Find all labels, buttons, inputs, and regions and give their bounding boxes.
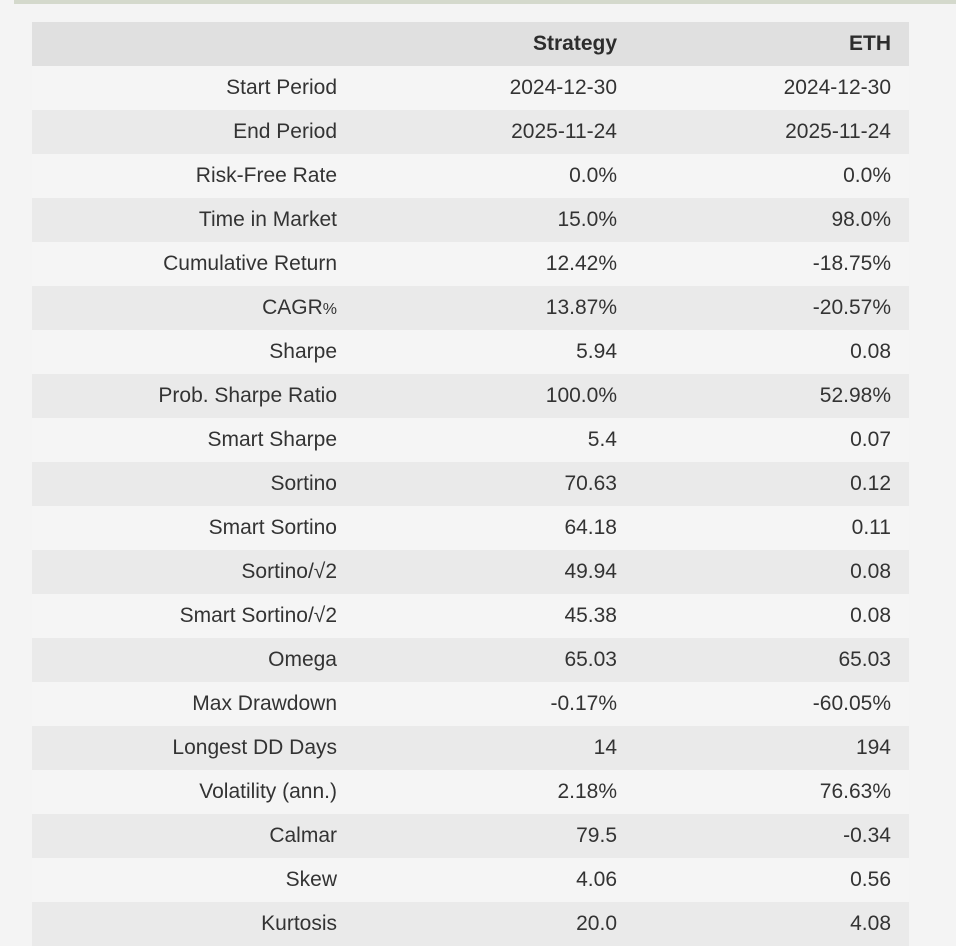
eth-value: 76.63% xyxy=(819,780,891,803)
strategy-value: 12.42% xyxy=(545,252,617,275)
metric-label: Smart Sortino/√2 xyxy=(179,604,337,627)
strategy-value: 2025-11-24 xyxy=(511,120,617,143)
table-row: Smart Sortino 64.18 0.11 xyxy=(32,506,909,550)
top-edge-strip xyxy=(14,0,956,4)
eth-column-header: ETH xyxy=(849,32,891,55)
metric-label: Risk-Free Rate xyxy=(195,164,337,187)
metric-label: Calmar xyxy=(269,824,337,847)
table-row: Smart Sortino/√2 45.38 0.08 xyxy=(32,594,909,638)
eth-value: -60.05% xyxy=(812,692,891,715)
eth-value: -18.75% xyxy=(812,252,891,275)
table-row: Volatility (ann.) 2.18% 76.63% xyxy=(32,770,909,814)
strategy-value: -0.17% xyxy=(550,692,617,715)
table-row: Start Period 2024-12-30 2024-12-30 xyxy=(32,66,909,110)
table-row: Kurtosis 20.0 4.08 xyxy=(32,902,909,946)
metric-label: End Period xyxy=(233,120,337,143)
table-row: Prob. Sharpe Ratio 100.0% 52.98% xyxy=(32,374,909,418)
strategy-value: 2.18% xyxy=(557,780,617,803)
eth-value: 4.08 xyxy=(850,912,891,935)
metric-label: Volatility (ann.) xyxy=(199,780,337,803)
strategy-value: 64.18 xyxy=(564,516,617,539)
strategy-value: 100.0% xyxy=(545,384,617,407)
metric-label-suffix: % xyxy=(322,301,337,318)
metric-label: Prob. Sharpe Ratio xyxy=(158,384,337,407)
strategy-value: 79.5 xyxy=(576,824,617,847)
table-row: Smart Sharpe 5.4 0.07 xyxy=(32,418,909,462)
strategy-value: 5.4 xyxy=(587,428,617,451)
metric-label: Omega xyxy=(268,648,337,671)
table-row: Sortino/√2 49.94 0.08 xyxy=(32,550,909,594)
eth-value: 98.0% xyxy=(831,208,891,231)
table-row: Cumulative Return 12.42% -18.75% xyxy=(32,242,909,286)
eth-value: 0.07 xyxy=(850,428,891,451)
strategy-value: 20.0 xyxy=(576,912,617,935)
eth-value: 0.08 xyxy=(850,560,891,583)
table-row: Risk-Free Rate 0.0% 0.0% xyxy=(32,154,909,198)
eth-value: -0.34 xyxy=(843,824,891,847)
metric-label: Kurtosis xyxy=(261,912,337,935)
metric-label: Time in Market xyxy=(198,208,337,231)
metric-label: Max Drawdown xyxy=(192,692,337,715)
strategy-value: 2024-12-30 xyxy=(509,76,617,99)
strategy-value: 4.06 xyxy=(576,868,617,891)
metric-label: Sortino/√2 xyxy=(241,560,337,583)
metric-column-header xyxy=(32,22,347,66)
table-row: Calmar 79.5 -0.34 xyxy=(32,814,909,858)
eth-value: 52.98% xyxy=(819,384,891,407)
eth-value: -20.57% xyxy=(812,296,891,319)
table-row: Sharpe 5.94 0.08 xyxy=(32,330,909,374)
strategy-column-header: Strategy xyxy=(532,32,617,55)
metric-label: Sortino xyxy=(270,472,337,495)
eth-value: 0.08 xyxy=(850,340,891,363)
eth-value: 0.08 xyxy=(850,604,891,627)
strategy-value: 15.0% xyxy=(557,208,617,231)
eth-value: 0.56 xyxy=(850,868,891,891)
eth-value: 2025-11-24 xyxy=(785,120,891,143)
table-row: Sortino 70.63 0.12 xyxy=(32,462,909,506)
metric-label: Start Period xyxy=(226,76,337,99)
table-row: Time in Market 15.0% 98.0% xyxy=(32,198,909,242)
strategy-value: 0.0% xyxy=(569,164,617,187)
metric-label: CAGR% xyxy=(32,286,347,330)
strategy-value: 65.03 xyxy=(564,648,617,671)
eth-value: 0.11 xyxy=(851,516,891,539)
metric-label: Sharpe xyxy=(269,340,337,363)
strategy-value: 70.63 xyxy=(564,472,617,495)
strategy-value: 5.94 xyxy=(576,340,617,363)
metric-label: Longest DD Days xyxy=(172,736,337,759)
strategy-value: 49.94 xyxy=(564,560,617,583)
metric-label-text: CAGR xyxy=(262,296,323,319)
metrics-table: Strategy ETH Start Period 2024-12-30 202… xyxy=(32,22,909,946)
strategy-value: 45.38 xyxy=(564,604,617,627)
table-row: CAGR% 13.87% -20.57% xyxy=(32,286,909,330)
table-row: Longest DD Days 14 194 xyxy=(32,726,909,770)
eth-value: 0.12 xyxy=(850,472,891,495)
table-header-row: Strategy ETH xyxy=(32,22,909,66)
strategy-value: 13.87% xyxy=(545,296,617,319)
metric-label: Smart Sortino xyxy=(208,516,337,539)
eth-value: 2024-12-30 xyxy=(783,76,891,99)
table-row: Max Drawdown -0.17% -60.05% xyxy=(32,682,909,726)
table-row: End Period 2025-11-24 2025-11-24 xyxy=(32,110,909,154)
strategy-value: 14 xyxy=(593,736,617,759)
eth-value: 0.0% xyxy=(843,164,891,187)
table-row: Omega 65.03 65.03 xyxy=(32,638,909,682)
metric-label: Cumulative Return xyxy=(163,252,337,275)
table-row: Skew 4.06 0.56 xyxy=(32,858,909,902)
eth-value: 194 xyxy=(855,736,891,759)
eth-value: 65.03 xyxy=(838,648,891,671)
metric-label: Smart Sharpe xyxy=(207,428,337,451)
metric-label: Skew xyxy=(285,868,337,891)
